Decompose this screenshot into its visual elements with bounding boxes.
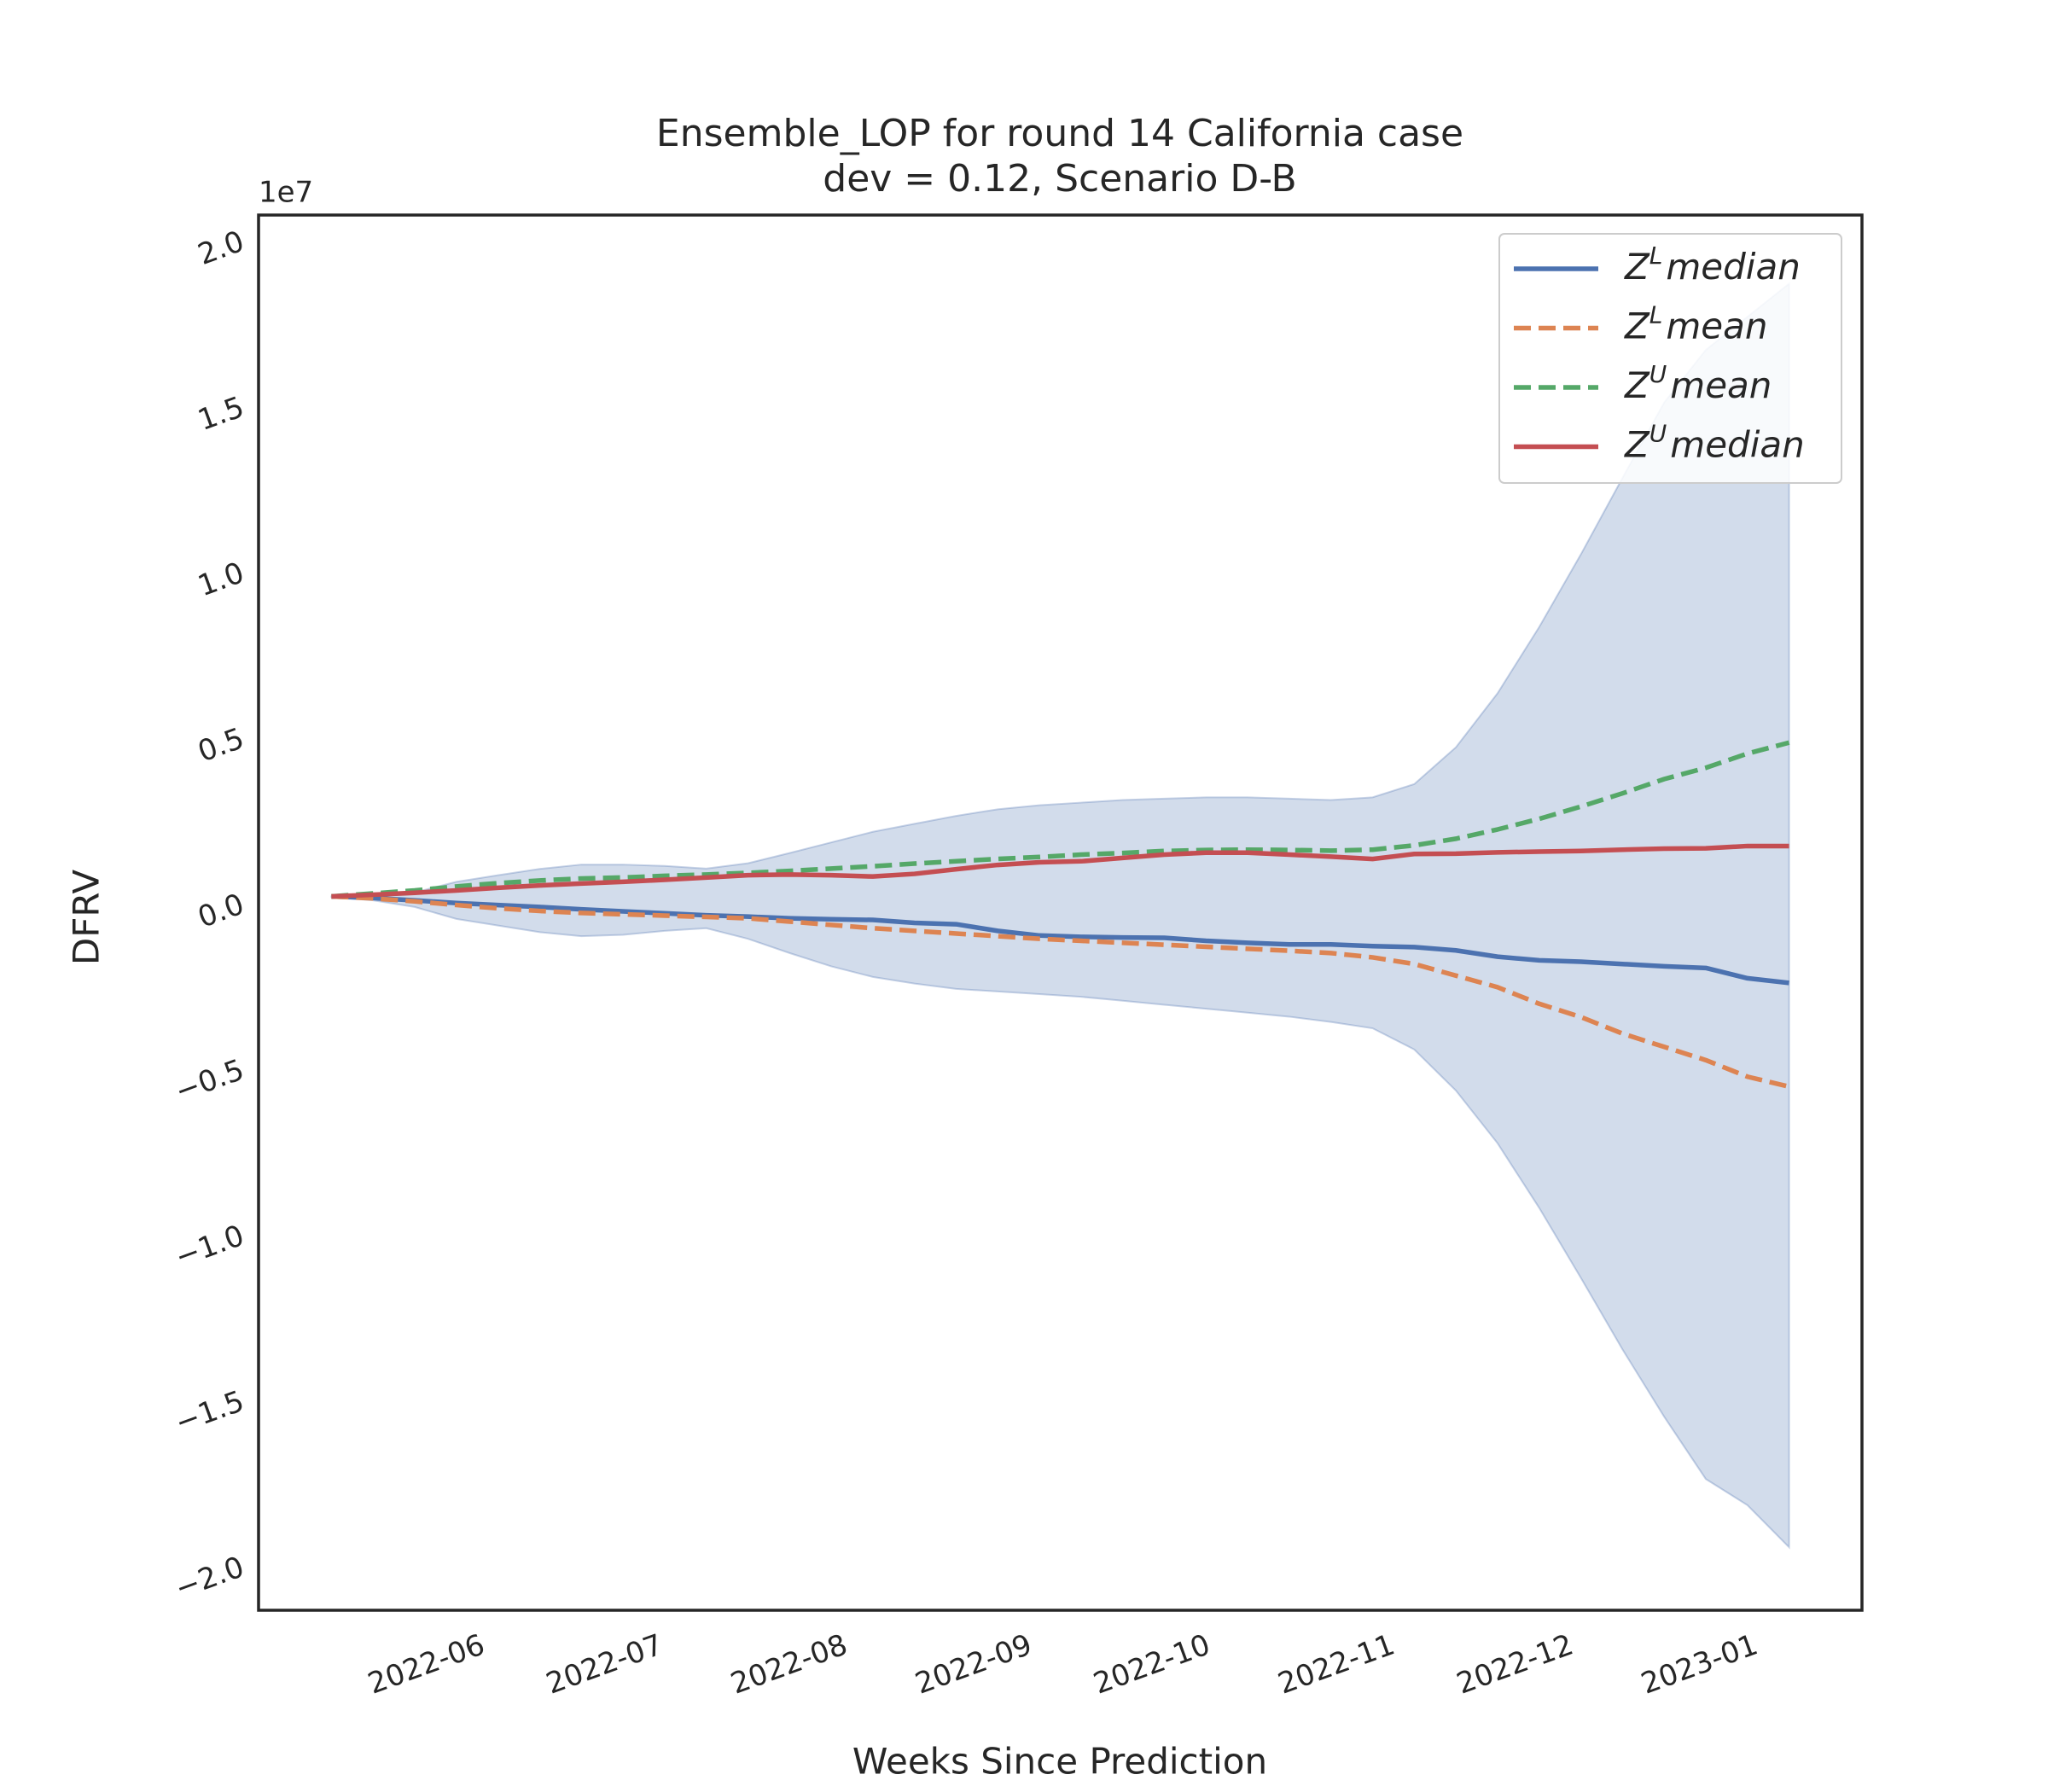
plot-frame [257,213,1864,1612]
y-offset-label: 1e7 [259,176,313,210]
y-tick-label: −1.5 [171,1384,248,1440]
y-tick-label: −0.5 [171,1053,248,1109]
legend-label: ZLmean [1624,301,1768,347]
chart-title: Ensemble_LOP for round 14 California cas… [656,112,1463,155]
y-axis-label: DFRV [66,870,108,965]
series-line [331,893,1790,1090]
x-tick-label: 2022-09 [911,1628,1036,1702]
y-tick-label: 1.5 [194,390,248,438]
x-tick-label: 2022-11 [1273,1628,1399,1702]
x-tick-label: 2022-07 [542,1628,667,1702]
series-line [331,740,1790,899]
x-tick-label: 2022-10 [1089,1628,1214,1702]
y-tick-label: 2.0 [194,224,248,272]
legend-label: ZUmedian [1624,420,1805,466]
chart-subtitle: dev = 0.12, Scenario D-B [823,157,1296,201]
y-tick-label: 0.5 [194,721,248,769]
y-tick-label: −2.0 [171,1550,248,1606]
legend-box [1498,233,1842,484]
legend-label: ZUmean [1624,360,1772,406]
y-tick-label: 0.0 [194,887,248,935]
series-line [331,893,1789,986]
series-line [331,843,1789,899]
x-axis-label: Weeks Since Prediction [852,1741,1267,1783]
x-tick-label: 2022-06 [364,1628,489,1702]
x-tick-label: 2022-08 [726,1628,852,1702]
x-tick-label: 2022-12 [1452,1628,1578,1702]
confidence-band [330,282,1790,1550]
legend-label: ZLmedian [1624,241,1801,288]
y-tick-label: 1.0 [194,556,248,603]
x-tick-label: 2023-01 [1637,1628,1762,1702]
y-tick-label: −1.0 [171,1219,248,1275]
